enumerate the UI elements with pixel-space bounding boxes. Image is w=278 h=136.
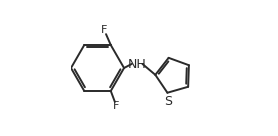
- Text: S: S: [164, 95, 172, 108]
- Text: NH: NH: [128, 58, 146, 71]
- Text: F: F: [101, 25, 107, 35]
- Text: F: F: [113, 101, 120, 111]
